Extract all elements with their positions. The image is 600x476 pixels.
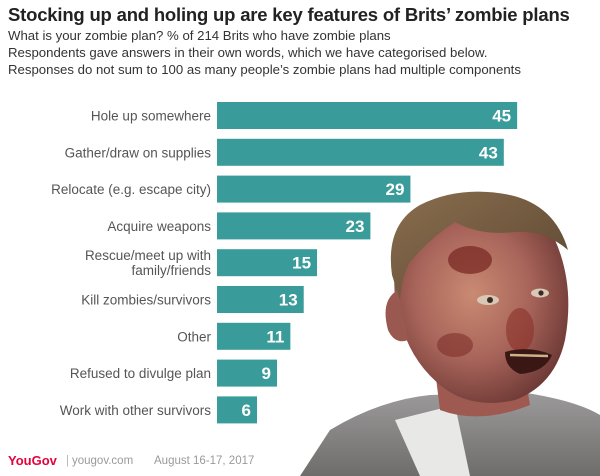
category-label-line: Relocate (e.g. escape city) xyxy=(51,182,211,197)
bar-4 xyxy=(217,249,318,277)
category-label-line: Other xyxy=(177,329,211,344)
footer-site: yougov.com xyxy=(72,455,134,467)
category-label-line: Rescue/meet up with xyxy=(85,248,211,263)
chart-subtitle-line-3: Responses do not sum to 100 as many peop… xyxy=(8,62,521,77)
bar-8 xyxy=(217,396,258,424)
category-label-line: Work with other survivors xyxy=(60,403,212,418)
chart-subtitle-line-2: Respondents gave answers in their own wo… xyxy=(8,45,488,60)
bar-value-label: 29 xyxy=(386,180,405,199)
bar-6 xyxy=(217,322,291,350)
chart-subtitle-line-1: What is your zombie plan? % of 214 Brits… xyxy=(8,28,391,43)
category-label: Hole up somewhere xyxy=(91,109,211,124)
category-label-line: Hole up somewhere xyxy=(91,109,211,124)
category-label-line: Acquire weapons xyxy=(107,219,211,234)
bar-value-label: 11 xyxy=(266,327,284,346)
bar-value-label: 9 xyxy=(262,364,271,383)
category-label: Gather/draw on supplies xyxy=(65,145,212,160)
category-label: Work with other survivors xyxy=(60,403,212,418)
bar-value-label: 13 xyxy=(279,291,298,310)
bar-2 xyxy=(217,175,411,203)
bar-value-label: 43 xyxy=(479,143,498,162)
category-label: Other xyxy=(177,329,211,344)
bar-value-label: 23 xyxy=(345,217,364,236)
bar-value-label: 6 xyxy=(242,401,251,420)
category-label-line: Gather/draw on supplies xyxy=(65,145,212,160)
bar-5 xyxy=(217,286,304,313)
brand-logo: YouGov xyxy=(8,453,57,468)
category-label-line: Refused to divulge plan xyxy=(70,366,211,381)
category-label: Relocate (e.g. escape city) xyxy=(51,182,211,197)
chart-title: Stocking up and holing up are key featur… xyxy=(8,4,570,25)
category-label: Acquire weapons xyxy=(107,219,211,234)
category-label: Kill zombies/survivors xyxy=(81,293,211,308)
footer-date: August 16-17, 2017 xyxy=(154,455,255,467)
footer-separator: | xyxy=(66,455,69,467)
bar-1 xyxy=(217,138,504,166)
bar-value-label: 45 xyxy=(492,107,511,126)
bar-7 xyxy=(217,359,278,387)
category-label-line: Kill zombies/survivors xyxy=(81,293,211,308)
bar-0 xyxy=(217,102,518,129)
category-label-line: family/friends xyxy=(131,263,211,278)
category-label: Rescue/meet up with family/friends xyxy=(85,248,211,278)
category-label: Refused to divulge plan xyxy=(70,366,211,381)
bar-3 xyxy=(217,212,371,240)
bar-value-label: 15 xyxy=(292,254,311,273)
